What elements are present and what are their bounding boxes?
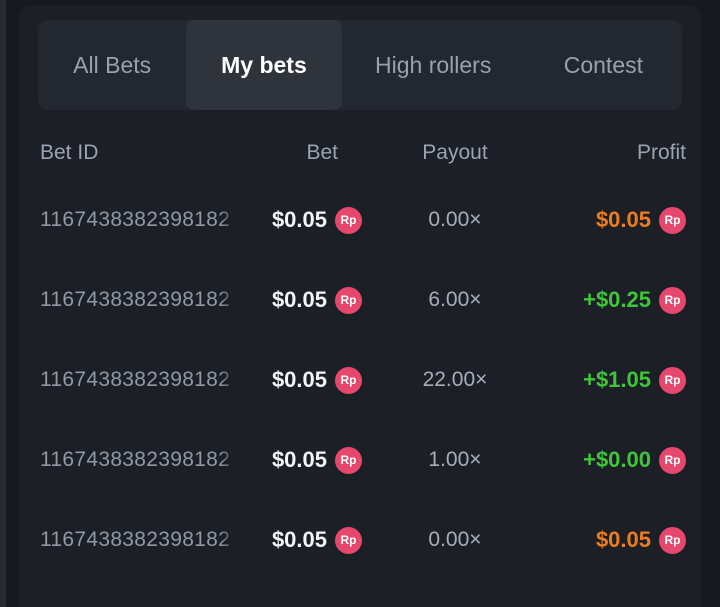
payout-multiplier: 22.00×	[422, 368, 488, 391]
bet-amount-cell: $0.05 Rp	[240, 446, 362, 474]
profit-cell: +$0.25 Rp	[548, 286, 686, 314]
currency-rp-badge-icon: Rp	[659, 446, 686, 474]
bet-amount: $0.05	[271, 527, 327, 552]
currency-rp-badge-icon: Rp	[659, 366, 686, 394]
bet-id: 1167438382398182	[40, 368, 231, 391]
bet-id: 1167438382398182	[40, 448, 231, 471]
currency-rp-badge-icon: Rp	[335, 206, 362, 234]
table-header: Bet ID Bet Payout Profit	[18, 125, 702, 180]
bet-id: 1167438382398182	[40, 208, 231, 231]
tab-my-bets[interactable]: My bets	[186, 20, 342, 110]
bets-tabbar: All Bets My bets High rollers Contest	[38, 20, 682, 110]
bet-row[interactable]: 1167438382398182 $0.05 Rp 0.00× $0.05 Rp	[18, 180, 702, 260]
bet-row[interactable]: 1167438382398182 $0.05 Rp 1.00× +$0.00 R…	[18, 420, 702, 500]
currency-rp-badge-icon: Rp	[659, 526, 686, 554]
header-bet: Bet	[306, 140, 338, 164]
bets-panel: All Bets My bets High rollers Contest Be…	[18, 6, 702, 607]
currency-rp-badge-icon: Rp	[335, 286, 362, 314]
payout-multiplier: 6.00×	[428, 288, 482, 311]
profit-amount: +$1.05	[583, 367, 651, 392]
bet-row[interactable]: 1167438382398182 $0.05 Rp 0.00× $0.05 Rp	[18, 500, 702, 580]
bet-amount: $0.05	[271, 367, 327, 392]
profit-amount: +$0.25	[583, 287, 651, 312]
bet-amount-cell: $0.05 Rp	[240, 526, 362, 554]
profit-cell: $0.05 Rp	[548, 526, 686, 554]
profit-amount: +$0.00	[583, 447, 651, 472]
bet-id: 1167438382398182	[40, 288, 231, 311]
left-edge-strip	[0, 0, 6, 607]
bet-amount-cell: $0.05 Rp	[240, 286, 362, 314]
profit-cell: +$0.00 Rp	[548, 446, 686, 474]
profit-amount: $0.05	[595, 207, 651, 232]
header-bet-id: Bet ID	[40, 140, 99, 164]
bet-amount-cell: $0.05 Rp	[240, 206, 362, 234]
tab-contest[interactable]: Contest	[563, 51, 643, 78]
bet-row[interactable]: 1167438382398182 $0.05 Rp 6.00× +$0.25 R…	[18, 260, 702, 340]
tab-high-rollers[interactable]: High rollers	[375, 51, 492, 78]
bet-amount: $0.05	[271, 207, 327, 232]
currency-rp-badge-icon: Rp	[335, 366, 362, 394]
payout-multiplier: 0.00×	[428, 208, 482, 231]
payout-multiplier: 1.00×	[428, 448, 482, 471]
header-payout: Payout	[422, 140, 488, 164]
currency-rp-badge-icon: Rp	[335, 526, 362, 554]
profit-amount: $0.05	[595, 527, 651, 552]
currency-rp-badge-icon: Rp	[659, 286, 686, 314]
payout-multiplier: 0.00×	[428, 528, 482, 551]
currency-rp-badge-icon: Rp	[659, 206, 686, 234]
header-profit: Profit	[636, 140, 686, 164]
bet-id: 1167438382398182	[40, 528, 231, 551]
currency-rp-badge-icon: Rp	[335, 446, 362, 474]
profit-cell: +$1.05 Rp	[548, 366, 686, 394]
tab-all-bets[interactable]: All Bets	[73, 51, 152, 78]
bet-amount: $0.05	[271, 287, 327, 312]
bet-amount-cell: $0.05 Rp	[240, 366, 362, 394]
bet-amount: $0.05	[271, 447, 327, 472]
profit-cell: $0.05 Rp	[548, 206, 686, 234]
bet-row[interactable]: 1167438382398182 $0.05 Rp 22.00× +$1.05 …	[18, 340, 702, 420]
